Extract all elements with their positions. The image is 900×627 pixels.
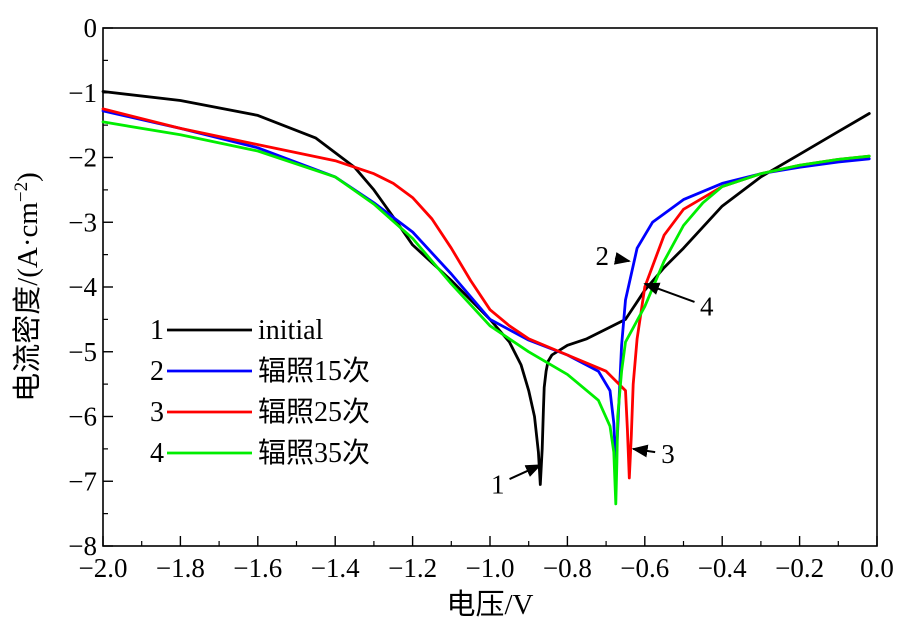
legend: 1 initial 2 辐照15次 3 辐照25次 4 辐照35次 [150,315,370,469]
callout-label-2: 2 [595,241,609,271]
y-tick-label: −2 [68,143,97,173]
callout-layer: 1 2 3 4 [491,241,714,500]
callout-label-1: 1 [491,469,505,499]
plot-frame [102,27,878,547]
series-line-4 [101,120,871,506]
callout-arrow-4 [643,282,695,303]
x-tick-label: −0.2 [775,553,824,583]
callout-arrow-2 [613,252,631,265]
y-tick-label: −1 [68,78,97,108]
legend-label-4: 辐照35次 [258,437,370,469]
y-tick-label: −5 [68,337,97,367]
series-line-2 [101,109,871,467]
callout-arrow-3 [631,444,656,458]
y-tick-label: −7 [68,466,97,496]
x-tick-label: −1.2 [388,553,437,583]
legend-number-1: 1 [150,315,164,346]
callout-arrow-1 [509,464,542,481]
y-axis-label: 电流密度/(A·cm−2) [11,172,44,402]
y-tick-label: 0 [84,13,98,43]
y-axis-ticks: 0 −1 −2 −3 −4 −5 −6 −7 −8 [68,13,113,561]
legend-label-1: initial [258,315,324,346]
x-tick-label: −0.4 [698,553,747,583]
x-tick-label: −1.6 [233,553,282,583]
x-tick-label: −1.4 [311,553,360,583]
legend-number-4: 4 [150,438,164,469]
y-axis-label-main: 电流密度/(A·cm [11,202,44,402]
x-tick-label: −1.8 [156,553,205,583]
legend-number-2: 2 [150,356,164,387]
y-tick-label: −6 [68,402,97,432]
x-tick-label: −0.6 [620,553,669,583]
series-line-3 [101,107,871,480]
y-tick-label: −3 [68,207,97,237]
legend-number-3: 3 [150,397,164,428]
legend-label-3: 辐照25次 [258,396,370,428]
legend-label-2: 辐照15次 [258,355,370,387]
x-tick-label: −1.0 [466,553,515,583]
x-tick-label: −2.0 [79,553,128,583]
callout-label-3: 3 [661,439,675,469]
y-tick-label: −8 [68,531,97,561]
callout-label-4: 4 [700,291,714,321]
x-axis-ticks: −2.0 −1.8 −1.6 −1.4 −1.2 −1.0 −0.8 −0.6 −0.4 −0.2… [79,536,894,583]
y-axis-label-sup: −2 [11,182,32,202]
y-axis-label-end: ) [12,172,44,182]
series-line-1 [101,90,871,486]
x-tick-label: 0.0 [860,553,894,583]
series-layer [101,90,871,506]
x-axis-label: 电压/V [446,588,533,621]
x-tick-label: −0.8 [543,553,592,583]
y-tick-label: −4 [68,272,97,302]
